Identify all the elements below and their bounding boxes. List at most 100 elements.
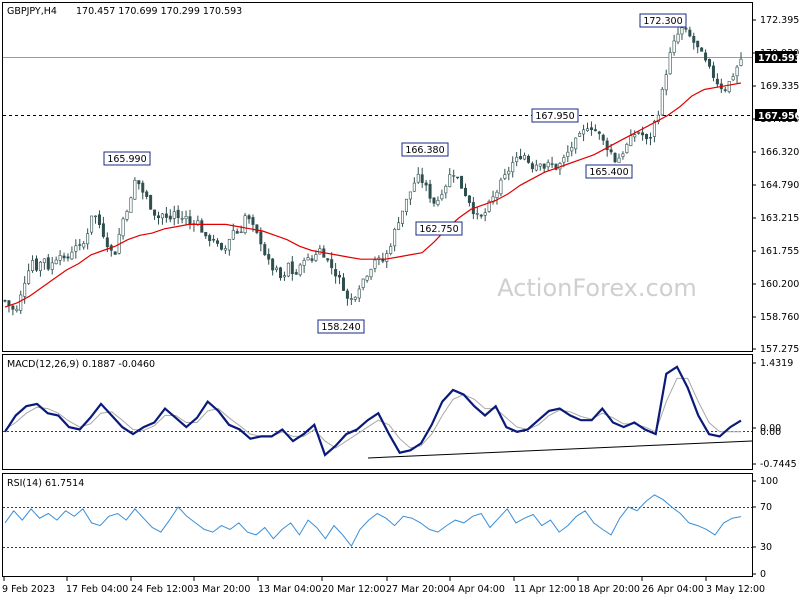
svg-text:160.200: 160.200	[760, 279, 799, 290]
rsi-ytick-30: 30	[752, 542, 772, 553]
candle-body	[212, 239, 216, 241]
xtick-5: 20 Mar 12:00	[321, 577, 385, 595]
candle-body	[255, 224, 259, 233]
candle-body	[711, 65, 715, 78]
candle-body	[428, 183, 432, 199]
candle-body	[66, 256, 70, 259]
candle-body	[145, 191, 149, 197]
candle-body	[94, 215, 98, 218]
candle-body	[652, 120, 656, 137]
svg-text:100: 100	[760, 476, 778, 487]
candle-body	[503, 174, 507, 179]
svg-text:172.300: 172.300	[643, 16, 682, 27]
candle-body	[74, 245, 78, 252]
svg-text:169.335: 169.335	[760, 81, 799, 92]
candle-body	[334, 269, 338, 277]
candle-body	[231, 230, 235, 240]
svg-text:158.240: 158.240	[321, 322, 360, 333]
candle-body	[424, 182, 428, 186]
candle-body	[700, 47, 704, 52]
candle-body	[739, 58, 743, 66]
svg-text:162.750: 162.750	[419, 224, 458, 235]
candle-body	[125, 211, 129, 220]
main-chart-title: GBPJPY,H4	[7, 6, 57, 17]
candle-body	[188, 216, 192, 225]
candle-body	[54, 259, 58, 265]
svg-text:166.320: 166.320	[760, 147, 799, 158]
candle-body	[530, 163, 534, 170]
candle-body	[731, 76, 735, 81]
candle-body	[330, 259, 334, 269]
svg-text:164.790: 164.790	[760, 180, 799, 191]
annotation-167950: 167.950	[531, 108, 579, 123]
candle-body	[404, 198, 408, 212]
candle-body	[259, 231, 263, 245]
candle-body	[121, 218, 125, 237]
candle-body	[534, 164, 538, 171]
candle-body	[397, 222, 401, 230]
candle-body	[216, 240, 220, 244]
xtick-10: 26 Apr 04:00	[641, 577, 704, 595]
candle-body	[385, 253, 389, 262]
candle-body	[298, 264, 302, 276]
macd-trendline	[367, 440, 753, 459]
candle-body	[23, 282, 27, 297]
candle-body	[235, 231, 239, 234]
candle-body	[58, 255, 62, 261]
candle-body	[27, 270, 31, 284]
candle-body	[200, 220, 204, 233]
candle-body	[507, 170, 511, 175]
candle-body	[267, 254, 271, 260]
candle-body	[629, 135, 633, 146]
svg-text:27 Mar 20:00: 27 Mar 20:00	[386, 584, 449, 595]
candle-body	[251, 217, 255, 225]
svg-text:1.4319: 1.4319	[760, 358, 793, 369]
svg-text:-0.7445: -0.7445	[760, 459, 797, 470]
xtick-8: 11 Apr 12:00	[513, 577, 576, 595]
candle-body	[279, 267, 283, 278]
candle-body	[704, 52, 708, 61]
candle-body	[613, 152, 617, 163]
candle-body	[82, 243, 86, 248]
candle-body	[570, 146, 574, 152]
candle-body	[219, 242, 223, 250]
macd-axis: 1.4319 0.00 0.00 -0.7445	[752, 358, 797, 470]
candle-body	[574, 137, 578, 150]
candle-body	[538, 163, 542, 167]
time-axis: 9 Feb 2023 17 Feb 04:00 24 Feb 12:00 3 M…	[2, 577, 765, 595]
candle-body	[633, 134, 637, 138]
candle-body	[680, 27, 684, 35]
candle-body	[46, 257, 50, 270]
candle-body	[314, 254, 318, 261]
candle-body	[302, 260, 306, 266]
annotation-165400: 165.400	[585, 164, 633, 179]
candle-body	[546, 162, 550, 168]
svg-text:158.760: 158.760	[760, 312, 799, 323]
candle-body	[223, 248, 227, 251]
annotation-158240: 158.240	[317, 319, 365, 334]
candle-body	[62, 255, 66, 259]
rsi-ytick-100: 100	[752, 476, 778, 487]
svg-text:18 Apr 20:00: 18 Apr 20:00	[578, 584, 640, 595]
macd-line	[4, 365, 742, 457]
candle-body	[578, 133, 582, 137]
candle-body	[34, 258, 38, 271]
svg-text:0.00: 0.00	[760, 423, 781, 434]
rsi-panel-frame	[2, 473, 753, 577]
ytick-0: 172.395	[752, 15, 799, 26]
candle-body	[3, 300, 7, 302]
macd-signal-line	[4, 377, 741, 449]
candle-body	[153, 209, 157, 216]
candle-body	[113, 251, 117, 255]
candle-body	[286, 262, 290, 277]
candle-body	[420, 174, 424, 183]
moving-average-line	[4, 82, 742, 308]
macd-ytick-zero-b: 0.00	[760, 427, 781, 438]
candle-body	[294, 272, 298, 275]
candle-body	[373, 259, 377, 269]
svg-text:161.755: 161.755	[760, 246, 799, 257]
candle-body	[338, 274, 342, 278]
candle-body	[656, 114, 660, 123]
candle-body	[463, 187, 467, 197]
candle-body	[353, 296, 357, 300]
